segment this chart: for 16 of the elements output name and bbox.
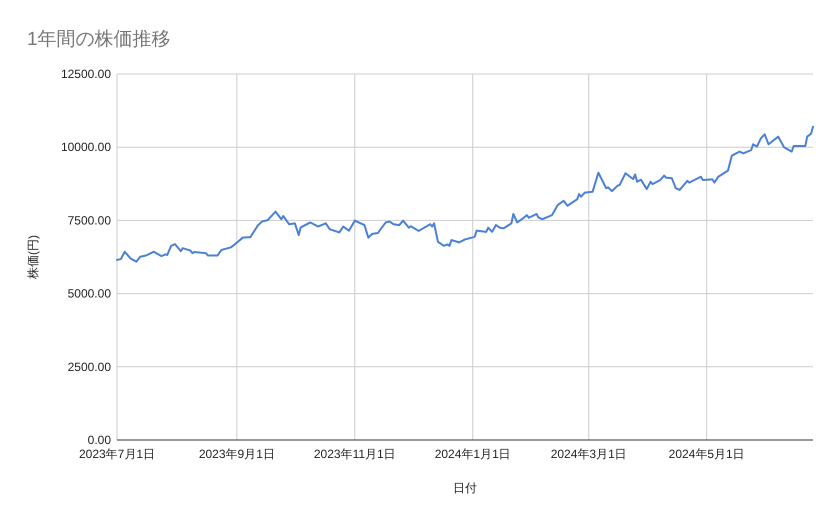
x-tick-label: 2024年5月1日 <box>668 447 745 461</box>
y-tick-label: 0.00 <box>88 433 112 447</box>
y-tick-label: 2500.00 <box>68 360 112 374</box>
y-axis-title: 株価(円) <box>26 235 40 280</box>
y-tick-label: 5000.00 <box>68 286 112 301</box>
x-axis-title: 日付 <box>453 481 477 495</box>
x-tick-label: 2023年9月1日 <box>198 447 275 461</box>
x-tick-label: 2024年1月1日 <box>434 447 511 461</box>
y-tick-label: 12500.00 <box>60 67 112 81</box>
chart-title: 1年間の株価推移 <box>27 29 171 50</box>
x-tick-label: 2023年11月1日 <box>314 447 396 461</box>
x-tick-label: 2023年7月1日 <box>78 447 156 461</box>
line-series <box>116 126 814 263</box>
x-tick-label: 2024年3月1日 <box>550 447 627 461</box>
y-tick-label: 10000.00 <box>60 140 112 154</box>
y-tick-label: 7500.00 <box>68 213 112 228</box>
